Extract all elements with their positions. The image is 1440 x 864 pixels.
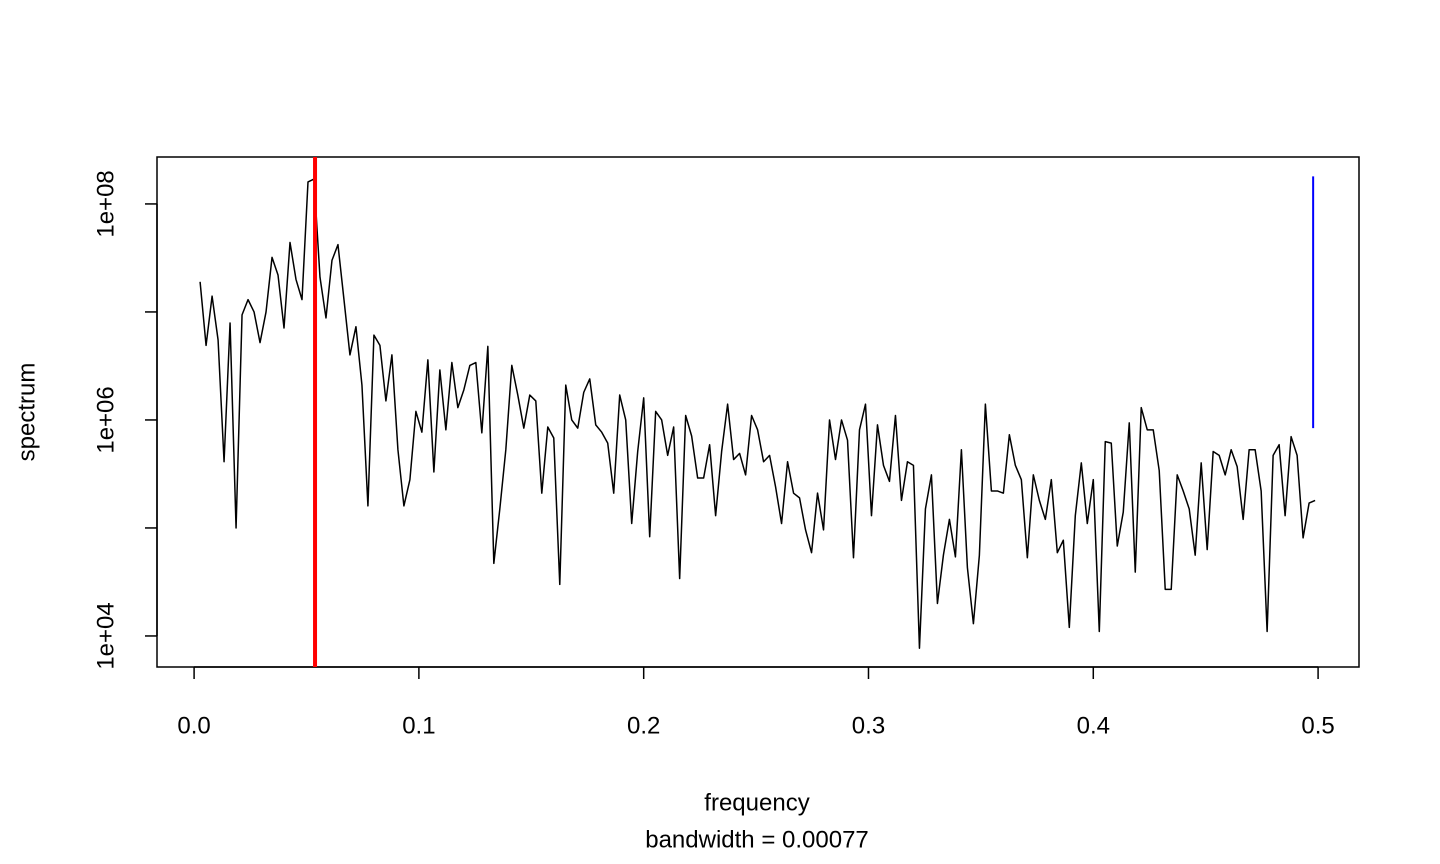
x-tick-label: 0.0	[177, 712, 210, 739]
spectrum-line	[199, 178, 1316, 649]
x-tick-label: 0.5	[1301, 712, 1334, 739]
x-tick-label: 0.2	[627, 712, 660, 739]
y-axis-label: spectrum	[13, 363, 40, 462]
x-axis-label: frequency	[704, 789, 809, 816]
x-tick-label: 0.1	[402, 712, 435, 739]
plot-box	[156, 156, 1360, 668]
x-tick-label: 0.4	[1077, 712, 1110, 739]
subtitle: bandwidth = 0.00077	[645, 826, 869, 853]
y-tick-label: 1e+06	[92, 386, 119, 453]
x-tick-label: 0.3	[852, 712, 885, 739]
y-tick-label: 1e+08	[92, 170, 119, 237]
y-tick-label: 1e+04	[92, 602, 119, 669]
